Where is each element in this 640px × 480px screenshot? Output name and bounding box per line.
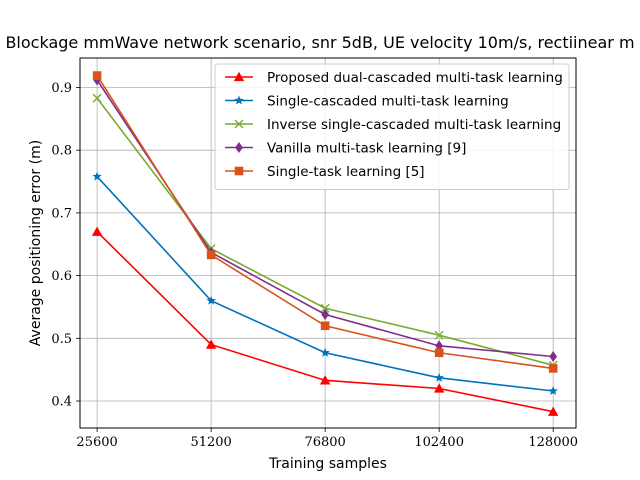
data-point (548, 386, 558, 396)
y-axis: 0.4 0.5 0.6 0.7 0.8 0.9 (51, 81, 80, 410)
data-point (205, 339, 217, 349)
x-tick-label: 128000 (528, 435, 578, 450)
series-group (91, 226, 559, 416)
data-point (206, 295, 216, 305)
data-point (547, 406, 559, 416)
legend-label: Inverse single-cascaded multi-task learn… (267, 117, 561, 133)
y-tick-label: 0.7 (51, 206, 72, 221)
y-axis-label: Average positioning error (m) (28, 140, 44, 346)
data-point (320, 303, 330, 313)
y-tick-label: 0.5 (51, 332, 72, 347)
x-tick-label: 51200 (190, 435, 231, 450)
legend-item: Single-cascaded multi-task learning (225, 94, 509, 110)
data-point (434, 330, 444, 340)
legend-marker (233, 71, 245, 82)
data-point (320, 321, 330, 331)
legend-item: Inverse single-cascaded multi-task learn… (225, 117, 561, 133)
data-point (321, 308, 329, 320)
legend-label: Single-cascaded multi-task learning (267, 94, 509, 110)
y-tick-label: 0.6 (51, 269, 72, 284)
series-lines (91, 71, 559, 416)
y-tick-label: 0.9 (51, 81, 72, 96)
data-point (319, 375, 331, 385)
legend-item: Vanilla multi-task learning [9] (225, 141, 466, 157)
legend-label: Proposed dual-cascaded multi-task learni… (267, 70, 563, 86)
data-point (434, 372, 444, 382)
data-point (91, 226, 103, 236)
y-tick-label: 0.8 (51, 144, 72, 159)
legend: Proposed dual-cascaded multi-task learni… (214, 63, 570, 190)
legend-marker (234, 119, 244, 129)
data-point (320, 347, 330, 357)
x-axis-label: Training samples (268, 456, 387, 472)
x-tick-label: 76800 (304, 435, 345, 450)
x-axis: 25600 51200 76800 102400 128000 (76, 428, 578, 450)
data-point (206, 250, 216, 260)
data-point (434, 348, 444, 358)
chart-title: Blockage mmWave network scenario, snr 5d… (5, 33, 634, 52)
series-group (92, 171, 558, 396)
x-tick-label: 25600 (76, 435, 117, 450)
x-tick-label: 102400 (414, 435, 464, 450)
legend-item: Single-task learning [5] (225, 164, 425, 180)
legend-marker (235, 142, 243, 153)
data-point (433, 383, 445, 393)
data-point (549, 351, 558, 363)
legend-label: Single-task learning [5] (267, 164, 425, 180)
data-point (92, 71, 102, 80)
legend-marker (234, 166, 244, 176)
series-group (92, 71, 558, 373)
y-tick-label: 0.4 (51, 395, 72, 410)
data-point (92, 171, 102, 181)
legend-label: Vanilla multi-task learning [9] (267, 141, 466, 157)
legend-marker (234, 95, 244, 105)
legend-box (214, 63, 570, 190)
plot-frame (79, 57, 577, 429)
data-point (92, 93, 102, 103)
data-point (548, 364, 558, 373)
legend-item: Proposed dual-cascaded multi-task learni… (225, 70, 563, 86)
